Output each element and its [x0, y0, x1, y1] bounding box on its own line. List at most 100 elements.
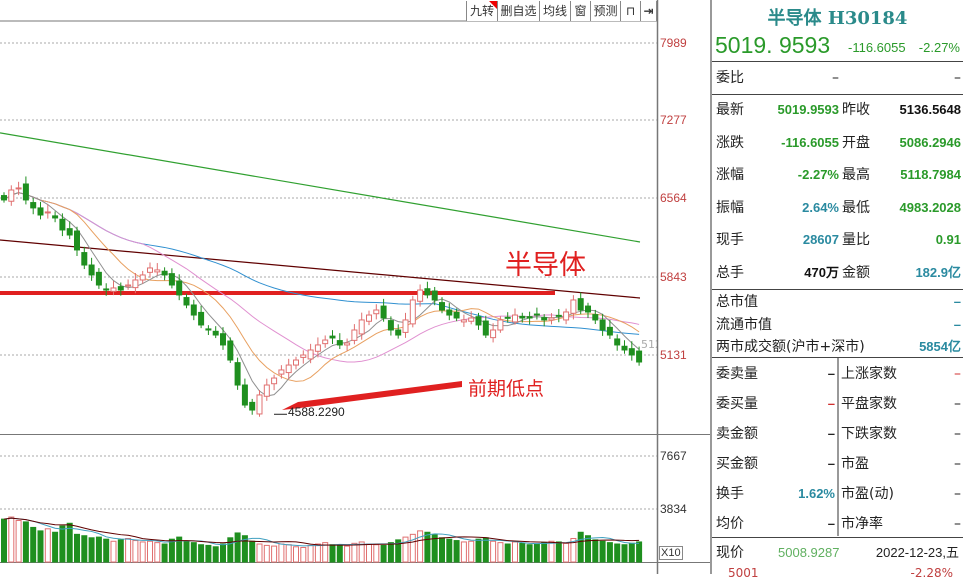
- candle-body: [497, 319, 504, 331]
- volume-bar: [431, 534, 438, 563]
- grid-value: –: [954, 486, 961, 502]
- quote-row: 现手 28607 量比 0.91: [714, 228, 963, 252]
- quote-label: 总手: [716, 264, 744, 281]
- volume-bar: [293, 546, 299, 563]
- quote-value: 28607: [802, 232, 839, 247]
- volume-bar: [555, 541, 562, 563]
- volume-bar: [446, 538, 453, 563]
- grid-label: 市盈(动): [841, 486, 894, 502]
- grid-row: 委卖量 – 上涨家数 –: [714, 362, 963, 386]
- volume-bar: [52, 531, 59, 563]
- grid-divider: [837, 358, 839, 536]
- candle-body: [44, 211, 51, 214]
- candle-body: [81, 252, 88, 266]
- volume-bar: [402, 536, 409, 563]
- volume-bar: [241, 535, 248, 563]
- jiuzhuan-button[interactable]: 九转: [466, 1, 497, 21]
- grid-label: 卖金额: [716, 426, 758, 442]
- candle-body: [95, 271, 102, 286]
- ma20-line: [3, 192, 640, 363]
- security-title: 半导体 H30184: [767, 8, 908, 29]
- candle-body: [227, 340, 234, 361]
- quote-label: 昨收: [842, 102, 870, 118]
- candle-body: [74, 230, 80, 251]
- volume-bar: [548, 540, 555, 563]
- quote-row: 涨幅 -2.27% 最高 5118.7984: [714, 163, 963, 187]
- arrow-right-bar-icon[interactable]: ⇥: [640, 1, 657, 21]
- price-tick: 7989: [660, 36, 687, 50]
- candle-body: [570, 299, 577, 314]
- volume-bar: [234, 532, 241, 563]
- volume-bar: [314, 543, 321, 563]
- volume-bar: [132, 540, 139, 563]
- candle-body: [614, 338, 621, 346]
- candle-body: [431, 290, 438, 301]
- grid-value: –: [954, 366, 961, 382]
- candle-body: [446, 309, 453, 316]
- partial-pct: -2.28%: [910, 566, 953, 580]
- volume-bar: [147, 540, 153, 563]
- ma10-line: [3, 192, 640, 382]
- volume-bar: [125, 537, 132, 563]
- current-label: 现价: [716, 545, 744, 561]
- quote-label: 开盘: [842, 134, 870, 151]
- quote-label: 最高: [842, 167, 870, 183]
- remove-watchlist-button[interactable]: 删自选: [497, 1, 539, 21]
- volume-bar: [256, 543, 263, 563]
- volume-bar: [417, 530, 424, 563]
- candle-body: [460, 319, 467, 323]
- volume-bar: [453, 540, 460, 563]
- candle-body: [103, 288, 110, 291]
- volume-bar: [344, 545, 351, 563]
- volume-bar: [263, 544, 270, 563]
- last-price: 5019. 9593: [715, 32, 831, 58]
- weibi-label: 委比: [716, 70, 744, 86]
- grid-row: 均价 – 市净率 –: [714, 512, 963, 536]
- kline-chart[interactable]: [0, 0, 710, 574]
- lock-icon[interactable]: ⊓: [620, 1, 640, 21]
- quote-value: 5019.9593: [777, 102, 839, 117]
- candle-body: [263, 384, 270, 397]
- volume-bar: [322, 542, 329, 563]
- volume-bar: [227, 537, 234, 563]
- candle-body: [125, 284, 132, 287]
- candle-body: [504, 316, 511, 319]
- volume-bar: [329, 544, 336, 563]
- grid-label: 买金额: [716, 456, 758, 472]
- candle-body: [66, 228, 73, 236]
- candle-body: [526, 316, 533, 319]
- volume-bar: [533, 543, 540, 563]
- candle-body: [468, 317, 475, 322]
- volume-bar: [190, 542, 197, 563]
- candle-body: [563, 311, 570, 321]
- candle-body: [293, 359, 299, 366]
- volume-bar: [599, 540, 606, 563]
- weibi-row: 委比 – –: [714, 66, 963, 90]
- volume-ma10-line: [3, 517, 640, 546]
- quote-value: -116.6055: [781, 134, 839, 150]
- candle-body: [366, 314, 372, 322]
- volume-unit: X10: [659, 546, 683, 560]
- current-date: 2022-12-23,五: [875, 545, 959, 560]
- market-value: 5854亿: [919, 339, 961, 354]
- window-button[interactable]: 窗: [570, 1, 590, 21]
- candle-body: [329, 335, 336, 339]
- candle-body: [37, 207, 44, 216]
- volume-bar: [278, 543, 285, 563]
- quote-label: 最低: [842, 199, 870, 216]
- weibi-value: –: [832, 70, 839, 86]
- candle-body: [636, 350, 643, 363]
- candle-body: [358, 319, 365, 335]
- forecast-button[interactable]: 预测: [590, 1, 620, 21]
- ma-button[interactable]: 均线: [539, 1, 570, 21]
- volume-bar: [380, 544, 387, 563]
- grid-label: 上涨家数: [841, 366, 897, 382]
- grid-value: –: [954, 456, 961, 472]
- quote-label: 涨跌: [716, 134, 744, 151]
- quote-value: 2.64%: [802, 199, 839, 215]
- quote-label: 现手: [716, 232, 744, 248]
- candle-body: [205, 328, 212, 331]
- candle-body: [599, 319, 606, 331]
- quote-panel: 半导体 H30184 5019. 9593 -116.6055 -2.27% 委…: [710, 0, 963, 580]
- volume-bar: [468, 540, 475, 563]
